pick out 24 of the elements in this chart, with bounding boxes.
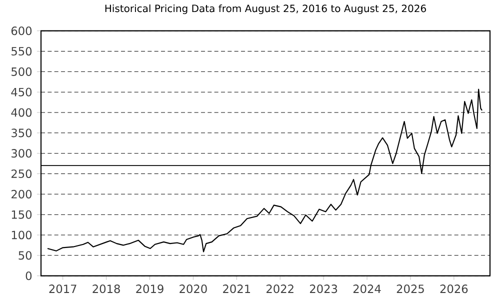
y-tick-label: 350: [12, 128, 32, 138]
x-tick-label: 2026: [440, 284, 468, 294]
y-tick-label: 100: [12, 230, 32, 240]
x-tick-label: 2020: [180, 284, 207, 294]
y-tick-label: 550: [12, 47, 32, 56]
x-tick-label: 2024: [353, 284, 381, 294]
y-tick-label: 300: [12, 149, 32, 158]
y-tick-label: 200: [12, 190, 32, 199]
y-tick-label: 50: [18, 251, 32, 260]
x-tick-label: 2021: [223, 284, 250, 294]
y-tick-label: 400: [11, 108, 32, 117]
y-tick-label: 250: [12, 170, 32, 178]
x-tick-label: 2025: [396, 284, 424, 294]
x-tick-label: 2017: [49, 284, 76, 294]
x-tick-label: 2022: [266, 284, 294, 294]
y-tick-label: 150: [12, 210, 32, 219]
y-tick-label: 450: [11, 88, 32, 96]
y-tick-label: 0: [26, 272, 32, 280]
y-tick-label: 500: [12, 67, 32, 76]
x-tick-label: 2018: [92, 284, 120, 294]
x-tick-label: 2019: [136, 284, 164, 294]
chart-title: Historical Pricing Data from August 25, 2016 to August 25, 2026: [105, 4, 426, 14]
y-tick-label: 600: [11, 26, 32, 36]
x-tick-label: 2023: [310, 284, 338, 294]
